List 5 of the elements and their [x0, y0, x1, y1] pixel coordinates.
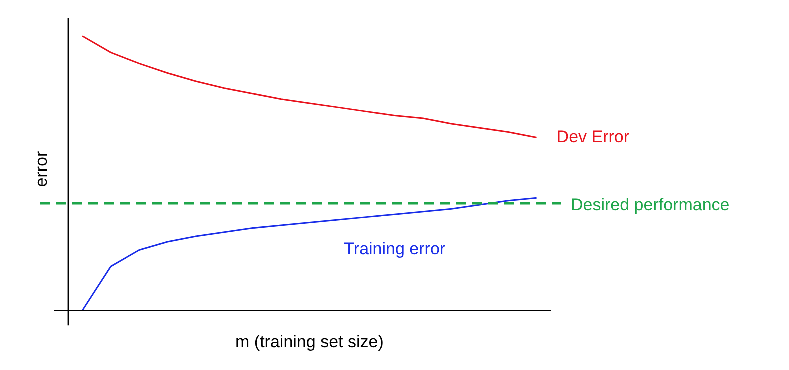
x-axis-title: m (training set size) — [236, 332, 384, 352]
ref-line-label: Desired performance — [571, 195, 730, 214]
y-axis-title: error — [32, 151, 51, 188]
series-label: Dev Error — [556, 127, 630, 146]
series-label: Training error — [344, 239, 446, 258]
